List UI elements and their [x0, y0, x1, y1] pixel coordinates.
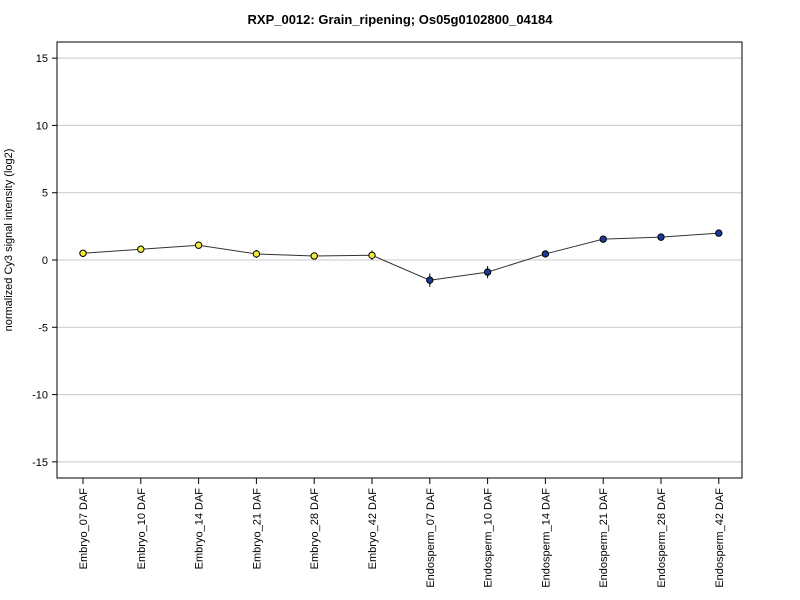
data-point — [194, 241, 203, 249]
y-tick-label: 15 — [36, 53, 48, 65]
data-point — [368, 251, 376, 259]
y-tick-label: -15 — [32, 457, 48, 469]
x-tick-label: Embryo_42 DAF — [367, 488, 379, 570]
x-tick-label: Endosperm_14 DAF — [540, 488, 552, 588]
series-layer — [79, 229, 723, 287]
x-tick-label: Embryo_10 DAF — [136, 488, 148, 570]
y-axis: 15 10 5 0 -5 -10 -15 — [32, 53, 57, 469]
x-tick-label: Embryo_21 DAF — [251, 488, 263, 570]
y-tick-label: -10 — [32, 390, 48, 402]
grid-lines — [57, 57, 742, 463]
y-tick-label: -5 — [38, 322, 48, 334]
data-point — [252, 250, 261, 258]
plot-frame — [56, 41, 743, 479]
x-tick-label: Endosperm_10 DAF — [483, 488, 495, 588]
x-axis: Embryo_07 DAF Embryo_10 DAF Embryo_14 DAF E… — [78, 478, 726, 588]
data-point — [657, 233, 665, 241]
x-tick-label: Embryo_14 DAF — [194, 488, 206, 570]
x-tick-label: Endosperm_07 DAF — [425, 488, 437, 588]
data-point — [599, 235, 607, 243]
x-tick-label: Endosperm_28 DAF — [656, 488, 668, 588]
data-point — [426, 276, 434, 284]
data-point — [541, 250, 550, 258]
data-point — [310, 252, 318, 260]
series-line — [82, 232, 719, 281]
data-point — [137, 245, 145, 253]
data-point — [715, 229, 723, 237]
y-tick-label: 0 — [42, 255, 48, 267]
x-tick-label: Embryo_07 DAF — [78, 488, 90, 570]
y-tick-label: 10 — [36, 120, 48, 132]
y-axis-label: normalized Cy3 signal intensity (log2) — [3, 149, 15, 332]
y-tick-label: 5 — [42, 188, 48, 200]
chart-title: RXP_0012: Grain_ripening; Os05g0102800_0… — [247, 12, 553, 27]
x-tick-label: Endosperm_42 DAF — [714, 488, 726, 588]
x-tick-label: Endosperm_21 DAF — [598, 488, 610, 588]
x-tick-label: Embryo_28 DAF — [309, 488, 321, 570]
data-point — [79, 249, 87, 257]
data-point — [483, 268, 492, 276]
